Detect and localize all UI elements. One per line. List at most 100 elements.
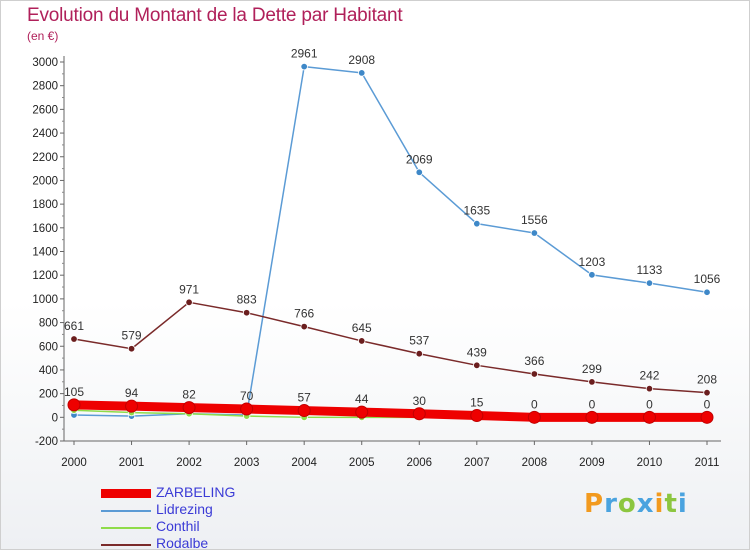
logo-letter: t [664,489,678,519]
x-tick-label: 2011 [695,457,720,469]
logo-letter: o [617,489,637,519]
chart-title: Evolution du Montant de la Dette par Hab… [27,5,403,26]
logo-letter: i [677,489,688,519]
data-point-lidrezing [415,168,423,176]
data-point-zarbeling [412,407,426,421]
data-label-zarbeling: 0 [531,397,538,411]
data-point-lidrezing [703,288,711,296]
data-label-zarbeling: 0 [704,397,711,411]
y-tick-label: 200 [39,389,58,401]
data-point-zarbeling [67,398,81,412]
y-tick-label: 1200 [32,270,58,282]
data-point-zarbeling [355,405,369,419]
y-tick-label: -200 [35,436,58,448]
data-point-zarbeling [700,410,714,424]
data-point-rodalbe [127,345,136,353]
y-tick-label: 1800 [32,199,58,211]
y-tick-label: 400 [39,365,58,377]
data-point-zarbeling [527,410,541,424]
y-tick-label: 2800 [32,81,58,93]
data-label-zarbeling: 44 [355,392,369,406]
data-label-zarbeling: 30 [413,394,427,408]
data-label-rodalbe: 645 [352,321,372,335]
data-label-lidrezing: 1203 [579,255,606,269]
x-tick-label: 2006 [406,457,432,469]
data-label-rodalbe: 661 [64,319,84,333]
data-point-rodalbe [415,350,423,358]
legend-label-rodalbe: Rodalbe [156,535,209,551]
data-label-zarbeling: 0 [646,397,653,411]
y-tick-label: 600 [39,341,58,353]
data-label-lidrezing: 2908 [348,53,375,67]
y-tick-label: 1600 [32,223,58,235]
series-line-rodalbe [73,301,708,394]
data-point-rodalbe [473,361,481,370]
data-label-rodalbe: 299 [582,362,602,376]
x-tick-label: 2009 [579,457,605,469]
data-label-zarbeling: 82 [182,388,196,402]
data-point-zarbeling [125,399,139,413]
data-point-lidrezing [358,69,366,77]
series-line-lidrezing [73,65,708,417]
data-point-rodalbe [588,378,596,386]
logo-letter: P [584,489,605,519]
data-point-rodalbe [70,335,78,343]
data-point-lidrezing [645,279,654,287]
data-label-zarbeling: 0 [589,397,596,411]
data-label-lidrezing: 2961 [291,47,318,61]
x-tick-label: 2007 [464,457,490,469]
y-tick-label: 2200 [32,152,58,164]
y-tick-label: 0 [52,412,58,424]
data-point-zarbeling [297,404,311,418]
y-tick-label: 1000 [32,294,58,306]
data-point-rodalbe [703,388,711,397]
data-labels-layer: 2961 2908 2069 1635 1556 1203 1133 1056 661 579 97… [64,47,721,412]
line-chart: -200020040060080010001200140016001800200… [32,47,721,469]
data-label-lidrezing: 1133 [637,263,663,277]
legend-label-conthil: Conthil [156,518,200,534]
logo-letter: i [654,489,665,519]
series-layer [67,62,714,424]
y-tick-label: 2400 [32,128,58,140]
data-point-rodalbe [300,322,308,331]
x-tick-label: 2005 [349,457,375,469]
data-point-rodalbe [358,337,366,345]
legend-swatch-zarbeling [101,489,151,498]
legend-swatch-conthil [101,527,151,529]
proxiti-logo: Proxiti [584,489,688,519]
data-label-zarbeling: 105 [64,385,84,399]
legend-swatch-rodalbe [101,544,151,546]
data-point-zarbeling [642,410,656,424]
logo-letter: r [604,489,618,519]
data-point-lidrezing [300,62,308,71]
x-tick-label: 2001 [119,457,145,469]
series-line-zarbeling [69,400,712,422]
data-label-zarbeling: 70 [240,389,254,403]
data-point-lidrezing [588,271,596,279]
data-point-rodalbe [645,384,654,393]
legend-swatch-lidrezing [101,510,151,512]
x-tick-label: 2004 [291,457,317,469]
data-label-rodalbe: 208 [697,373,717,387]
data-point-zarbeling [470,409,484,423]
chart-subtitle: (en €) [27,29,59,43]
data-point-rodalbe [530,370,539,378]
y-tick-label: 800 [39,318,58,330]
y-tick-label: 2000 [32,175,58,187]
data-point-zarbeling [240,402,254,416]
y-tick-label: 1400 [32,247,58,259]
legend-label-lidrezing: Lidrezing [156,501,213,517]
data-point-rodalbe [185,298,193,307]
data-label-rodalbe: 537 [409,334,429,348]
data-label-lidrezing: 1556 [521,213,548,227]
chart-axes: -200020040060080010001200140016001800200… [32,56,721,469]
data-point-zarbeling [585,410,599,424]
legend-label-zarbeling: ZARBELING [156,484,236,500]
data-label-lidrezing: 1635 [463,204,490,218]
x-tick-label: 2003 [234,457,260,469]
data-label-zarbeling: 15 [470,396,484,410]
x-tick-label: 2010 [637,457,663,469]
x-tick-label: 2000 [61,457,87,469]
data-label-lidrezing: 1056 [694,272,721,286]
